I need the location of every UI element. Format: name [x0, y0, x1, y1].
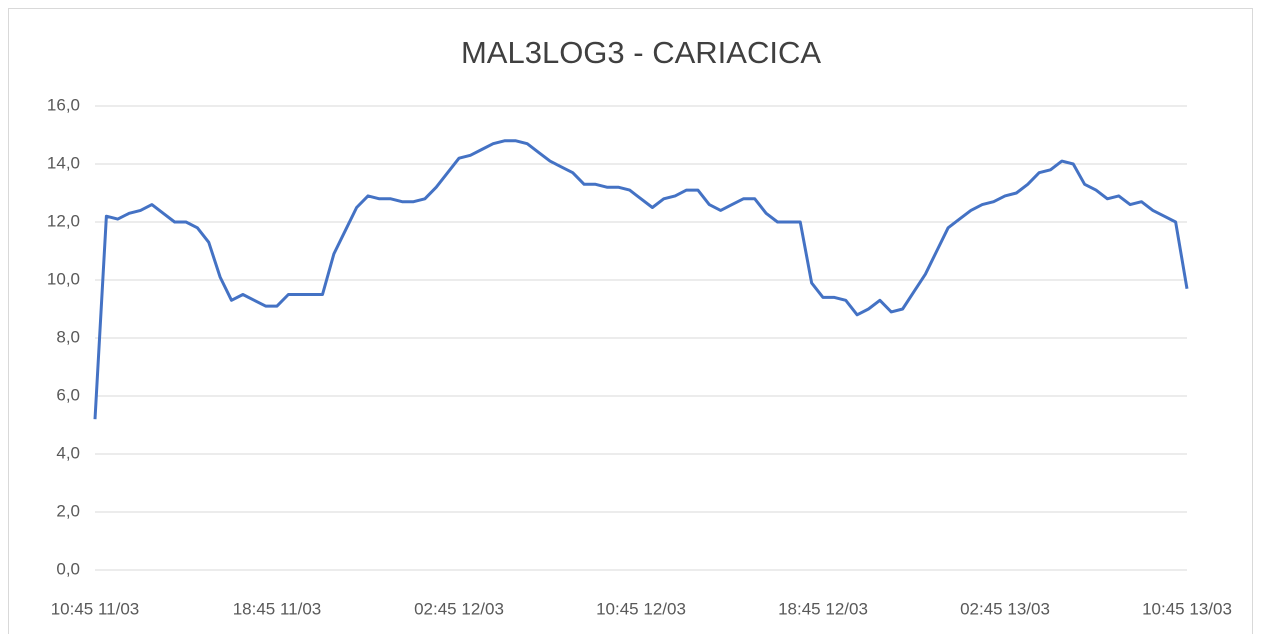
x-tick-label: 10:45 12/03	[596, 599, 686, 618]
chart-title: MAL3LOG3 - CARIACICA	[461, 35, 821, 70]
x-tick-label: 18:45 12/03	[778, 599, 868, 618]
y-tick-label: 10,0	[47, 269, 80, 288]
y-tick-label: 16,0	[47, 95, 80, 114]
x-tick-label: 02:45 12/03	[414, 599, 504, 618]
y-tick-label: 6,0	[56, 385, 80, 404]
x-tick-label: 02:45 13/03	[960, 599, 1050, 618]
x-tick-label: 10:45 11/03	[51, 599, 140, 618]
chart-border	[8, 8, 1253, 634]
y-tick-label: 0,0	[56, 559, 80, 578]
y-tick-label: 4,0	[56, 443, 80, 462]
line-series	[93, 139, 1189, 420]
x-tick-label: 18:45 11/03	[233, 599, 322, 618]
y-tick-label: 8,0	[56, 327, 80, 346]
y-tick-label: 12,0	[47, 211, 80, 230]
y-tick-label: 14,0	[47, 153, 80, 172]
x-tick-label: 10:45 13/03	[1142, 599, 1232, 618]
y-tick-label: 2,0	[56, 501, 80, 520]
